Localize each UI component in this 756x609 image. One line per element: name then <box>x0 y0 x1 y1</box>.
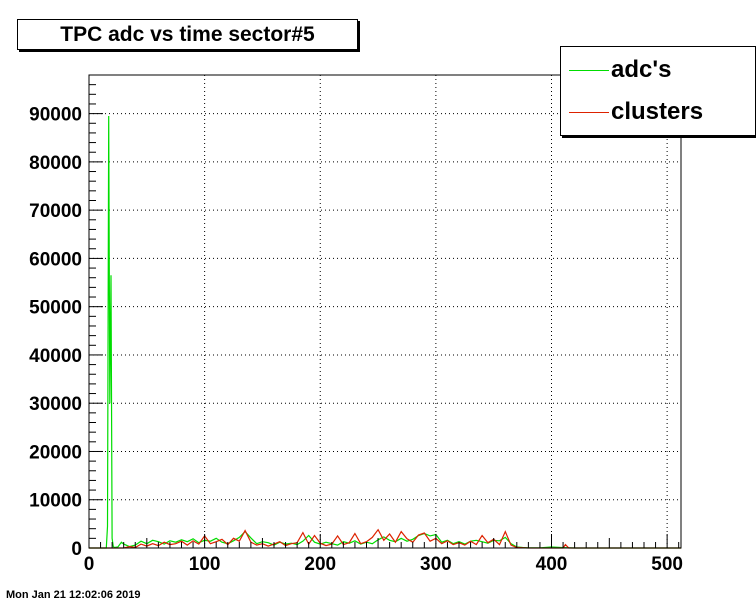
legend-item-adc: adc's <box>561 50 755 90</box>
y-tick-label: 50000 <box>29 298 82 319</box>
y-tick-label: 0 <box>71 539 82 560</box>
y-tick-label: 90000 <box>29 105 82 126</box>
y-tick-label: 60000 <box>29 249 82 270</box>
grid-lines <box>89 75 681 548</box>
x-tick-label: 500 <box>651 554 683 575</box>
y-tick-label: 80000 <box>29 153 82 174</box>
x-tick-label: 0 <box>84 554 95 575</box>
x-tick-label: 200 <box>304 554 336 575</box>
legend-label-adc: adc's <box>611 56 672 83</box>
axes: 0 100 200 300 400 500 0 10000 20000 30000 40000 500… <box>29 74 683 575</box>
x-tick-label: 400 <box>536 554 568 575</box>
y-tick-label: 10000 <box>29 491 82 512</box>
chart-title: TPC adc vs time sector#5 <box>17 19 358 50</box>
x-tick-label: 100 <box>189 554 221 575</box>
y-tick-label: 40000 <box>29 346 82 367</box>
y-tick-label: 30000 <box>29 394 82 415</box>
series-line-adc <box>89 115 681 549</box>
series-line-clusters <box>89 528 681 549</box>
legend-item-clusters: clusters <box>561 92 755 132</box>
y-tick-label: 70000 <box>29 201 82 222</box>
y-tick-label: 20000 <box>29 442 82 463</box>
legend-swatch-clusters <box>569 111 609 113</box>
datestamp: Mon Jan 21 12:02:06 2019 <box>6 589 141 601</box>
chart-title-text: TPC adc vs time sector#5 <box>60 22 315 46</box>
plot-frame <box>88 74 682 549</box>
legend-swatch-adc <box>569 69 609 71</box>
legend: adc's clusters <box>560 46 756 136</box>
series-layer <box>89 115 681 549</box>
x-tick-label: 300 <box>420 554 452 575</box>
legend-label-clusters: clusters <box>611 98 704 125</box>
